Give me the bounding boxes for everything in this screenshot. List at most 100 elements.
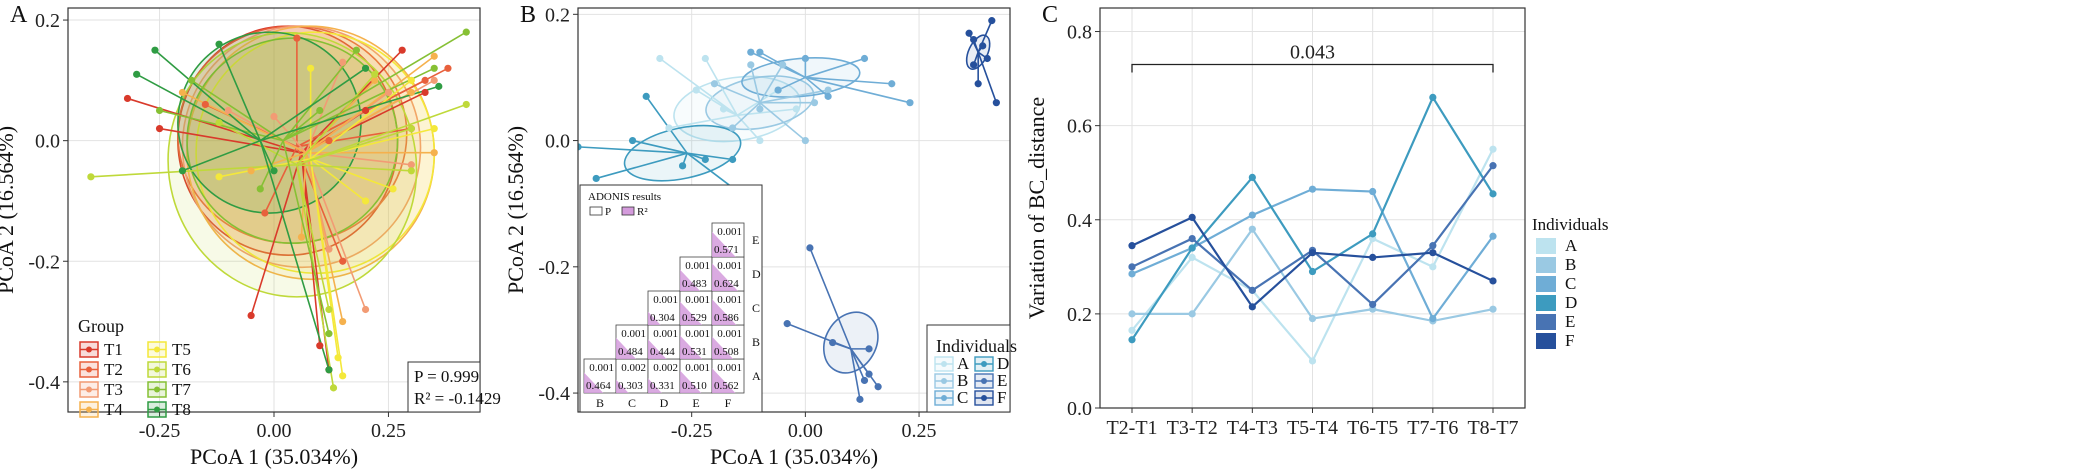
stats-p: P = 0.999 xyxy=(414,367,479,386)
spoke-T6 xyxy=(296,103,467,166)
point-T3 xyxy=(361,305,370,314)
point-B xyxy=(729,124,737,132)
point-C xyxy=(906,99,914,107)
y-tick-label: -0.2 xyxy=(538,257,570,279)
adonis-p-value: 0.001 xyxy=(621,328,646,340)
point-T6 xyxy=(325,305,333,314)
point-T2 xyxy=(339,257,347,265)
point-T7 xyxy=(316,106,324,115)
spoke-T8 xyxy=(259,140,275,172)
spoke-D xyxy=(595,152,688,180)
point-T8 xyxy=(133,70,141,78)
adonis-r2-mark xyxy=(712,336,734,359)
y-tick-label: -0.4 xyxy=(538,383,570,405)
series-point-B xyxy=(1248,225,1256,233)
adonis-r2-mark xyxy=(680,335,703,359)
series-point-F xyxy=(1128,242,1136,250)
spoke-T4 xyxy=(305,91,412,154)
series-point-C xyxy=(1429,314,1437,323)
point-B xyxy=(747,61,755,69)
legend-key-dot xyxy=(86,406,92,413)
adonis-key-p-label: P xyxy=(605,206,611,218)
adonis-p-value: 0.001 xyxy=(717,226,742,238)
adonis-r2-value: 0.303 xyxy=(618,380,643,392)
spoke-T5 xyxy=(309,158,339,358)
adonis-p-value: 0.002 xyxy=(653,362,678,374)
y-axis-label: PCoA 2 (16.564%) xyxy=(0,126,18,294)
legend-key-dot xyxy=(86,366,92,373)
point-T8 xyxy=(325,366,333,374)
point-D xyxy=(628,136,637,145)
point-T4 xyxy=(178,88,187,97)
legend-label-T3: T3 xyxy=(104,380,123,399)
point-T3 xyxy=(339,58,347,66)
point-T5 xyxy=(389,185,397,193)
point-T6 xyxy=(215,118,223,127)
series-point-D xyxy=(1248,173,1256,182)
point-E xyxy=(865,370,873,378)
adonis-r2-value: 0.624 xyxy=(714,278,739,290)
legend-key-dot xyxy=(941,361,947,367)
point-B xyxy=(810,99,819,107)
point-T6 xyxy=(407,167,415,175)
series-point-A xyxy=(1188,253,1196,262)
x-axis-label: PCoA 1 (35.034%) xyxy=(710,444,878,469)
point-C xyxy=(801,54,809,63)
adonis-r2-mark xyxy=(680,370,702,393)
series-point-A xyxy=(1489,145,1497,153)
point-A xyxy=(792,105,800,113)
spoke-C xyxy=(805,57,865,79)
series-point-E xyxy=(1369,300,1377,309)
point-T3 xyxy=(224,106,232,115)
series-point-C xyxy=(1248,211,1256,219)
adonis-col-label: D xyxy=(660,396,669,410)
point-B xyxy=(710,80,719,88)
point-E xyxy=(783,320,791,328)
adonis-p-value: 0.002 xyxy=(621,362,646,374)
x-tick-label: T4-T3 xyxy=(1227,417,1278,439)
point-F xyxy=(965,29,973,37)
spoke-A xyxy=(736,89,779,116)
point-T8 xyxy=(215,40,223,48)
adonis-col-label: E xyxy=(692,396,699,410)
point-C xyxy=(824,92,832,100)
point-T4 xyxy=(371,76,379,84)
point-F xyxy=(983,54,991,63)
legend-title: Individuals xyxy=(1532,215,1609,234)
series-point-E xyxy=(1188,234,1196,243)
ellipse-E xyxy=(822,311,879,374)
legend-key-B xyxy=(1536,257,1556,273)
y-tick-label: 0.2 xyxy=(545,4,570,26)
spoke-T7 xyxy=(282,140,330,334)
point-T2 xyxy=(261,209,269,217)
spoke-T6 xyxy=(296,163,412,172)
series-point-C xyxy=(1369,187,1377,196)
point-T8 xyxy=(361,64,370,72)
series-point-F xyxy=(1248,303,1256,311)
legend-label-A: A xyxy=(957,354,970,373)
adonis-row-label: E xyxy=(752,233,759,247)
spoke-T8 xyxy=(259,140,330,371)
point-E xyxy=(874,383,882,391)
point-C xyxy=(888,80,896,88)
adonis-r2-value: 0.304 xyxy=(650,312,675,324)
point-T5 xyxy=(307,64,315,72)
spoke-D xyxy=(645,95,688,154)
point-F xyxy=(970,61,978,69)
spoke-C xyxy=(804,76,829,97)
point-F xyxy=(974,80,982,88)
spoke-T7 xyxy=(282,31,467,142)
x-tick-label: T7-T6 xyxy=(1407,417,1458,439)
x-tick-label: T6-T5 xyxy=(1347,417,1398,439)
y-tick-label: -0.2 xyxy=(28,251,60,273)
legend-key-dot xyxy=(154,406,160,413)
point-B xyxy=(801,136,809,145)
point-T3 xyxy=(325,245,333,253)
spoke-C xyxy=(777,76,806,91)
series-point-A xyxy=(1308,357,1317,365)
x-tick-label: -0.25 xyxy=(671,420,713,442)
adonis-title: ADONIS results xyxy=(588,191,661,203)
spoke-T8 xyxy=(136,73,261,142)
adonis-p-value: 0.001 xyxy=(589,362,614,374)
adonis-p-value: 0.001 xyxy=(653,328,678,340)
